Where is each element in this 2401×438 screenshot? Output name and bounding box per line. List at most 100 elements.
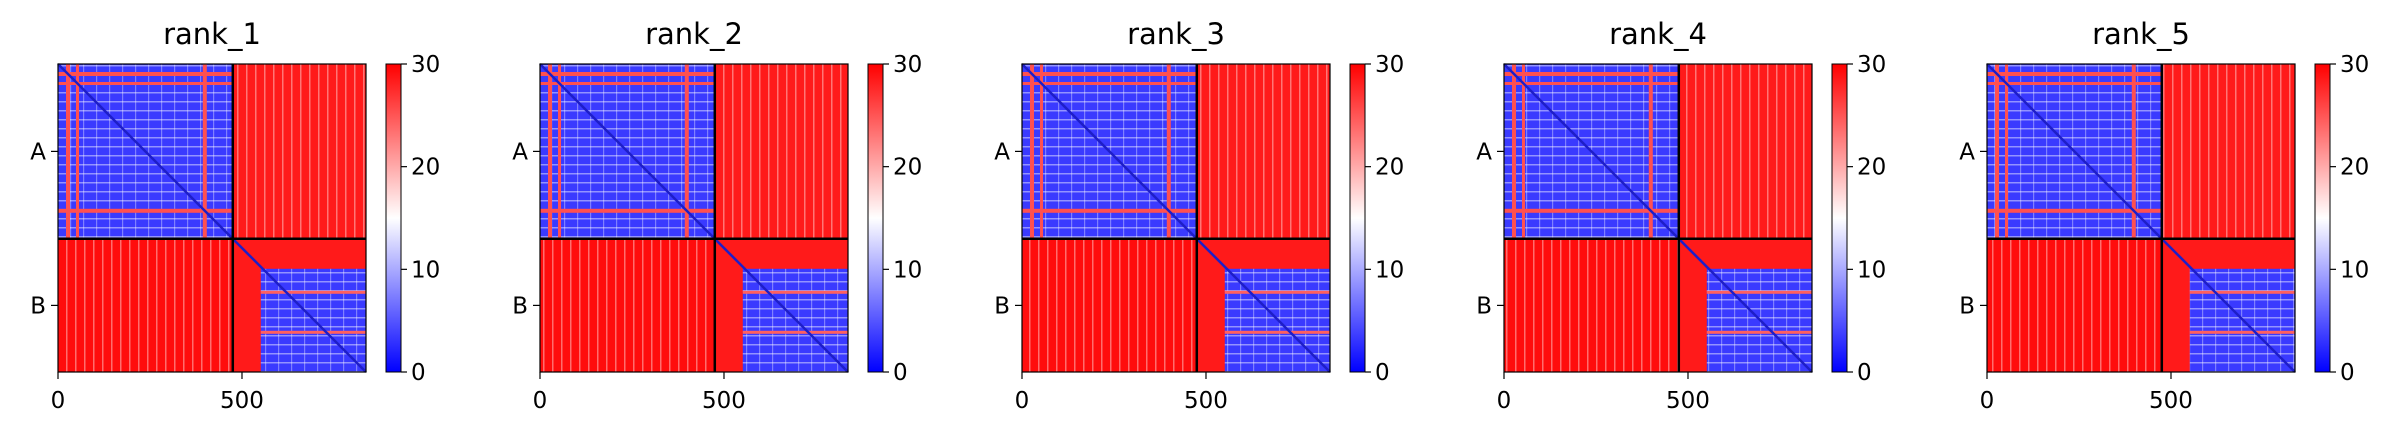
stripe-row <box>260 290 366 294</box>
stripe-row <box>1706 290 1812 294</box>
stripe-col <box>1648 64 1653 239</box>
colorbar-tick-label: 0 <box>893 360 908 386</box>
x-tick-label: 500 <box>220 388 264 414</box>
x-tick-label: 0 <box>51 388 66 414</box>
colorbar-tick-label: 0 <box>2340 360 2355 386</box>
block-a-b-texture <box>1196 64 1330 239</box>
stripe-col <box>66 64 70 239</box>
stripe-col <box>1040 64 1043 239</box>
block-b-a-texture <box>1504 238 1679 372</box>
stripe-row <box>1224 290 1330 294</box>
panel-title: rank_2 <box>645 17 743 51</box>
stripe-col <box>2005 64 2008 239</box>
pae-panel-1: rank_1 0 500 A B 0 10 20 30 <box>30 17 440 414</box>
block-a-b-texture <box>714 64 848 239</box>
pae-heatmap <box>539 63 849 373</box>
stripe-row <box>540 208 715 213</box>
stripe-row <box>58 82 233 85</box>
diagonal <box>1986 63 2296 373</box>
chain-label: B <box>1959 293 1975 319</box>
x-tick-label: 0 <box>1015 388 1030 414</box>
chain-label: A <box>994 139 1010 165</box>
colorbar-tick-label: 20 <box>893 155 922 181</box>
chain-label: A <box>30 139 46 165</box>
stripe-row <box>1504 82 1679 85</box>
stripe-col <box>1995 64 1999 239</box>
stripe-row <box>1022 72 1197 76</box>
block-a-b-texture <box>2161 64 2295 239</box>
chain-label: A <box>512 139 528 165</box>
colorbar-tick-label: 20 <box>1857 155 1886 181</box>
block-b-a-texture <box>1022 238 1197 372</box>
colorbar-tick-label: 20 <box>411 155 440 181</box>
chain-label: B <box>512 293 528 319</box>
axes-frame <box>539 63 849 373</box>
colorbar-tick-label: 30 <box>893 52 922 78</box>
colorbar <box>867 63 884 373</box>
panel-title: rank_1 <box>163 17 261 51</box>
x-tick-label: 500 <box>1666 388 1710 414</box>
panel-title: rank_3 <box>1127 17 1225 51</box>
pae-heatmap <box>1986 63 2296 373</box>
stripe-row <box>1987 72 2162 76</box>
diagonal <box>57 63 367 373</box>
pae-panel-4: rank_4 0 500 A B 0 10 20 30 <box>1476 17 1886 414</box>
stripe-row <box>1022 82 1197 85</box>
colorbar-tick-label: 10 <box>1857 257 1886 283</box>
stripe-row <box>1987 208 2162 213</box>
diagonal <box>539 63 849 373</box>
pae-heatmap <box>1503 63 1813 373</box>
stripe-col <box>1512 64 1516 239</box>
stripe-row <box>260 330 366 334</box>
colorbar-tick-label: 30 <box>1857 52 1886 78</box>
chain-label: B <box>994 293 1010 319</box>
block-b-a-texture <box>1987 238 2162 372</box>
axes-frame <box>57 63 367 373</box>
stripe-row <box>1987 82 2162 85</box>
chain-label: A <box>1476 139 1492 165</box>
colorbar-tick-label: 20 <box>2340 155 2369 181</box>
colorbar <box>385 63 402 373</box>
colorbar-tick-label: 30 <box>2340 52 2369 78</box>
colorbar-tick-label: 0 <box>1857 360 1872 386</box>
stripe-row <box>1504 72 1679 76</box>
x-tick-label: 0 <box>1980 388 1995 414</box>
block-a-b-texture <box>1678 64 1812 239</box>
colorbar <box>1831 63 1848 373</box>
stripe-row <box>540 72 715 76</box>
stripe-row <box>1022 208 1197 213</box>
chain-label: A <box>1959 139 1975 165</box>
diagonal <box>1503 63 1813 373</box>
pae-panel-2: rank_2 0 500 A B 0 10 20 30 <box>512 17 922 414</box>
stripe-col <box>1522 64 1525 239</box>
stripe-row <box>742 290 848 294</box>
stripe-row <box>2189 330 2295 334</box>
stripe-col <box>1030 64 1034 239</box>
axes-frame <box>1986 63 2296 373</box>
panel-title: rank_4 <box>1609 17 1707 51</box>
x-tick-label: 0 <box>1497 388 1512 414</box>
chain-label: B <box>1476 293 1492 319</box>
stripe-col <box>76 64 79 239</box>
axes-frame <box>1021 63 1331 373</box>
stripe-row <box>540 82 715 85</box>
stripe-col <box>1166 64 1171 239</box>
stripe-row <box>742 330 848 334</box>
colorbar <box>1349 63 1366 373</box>
colorbar <box>2314 63 2331 373</box>
colorbar-tick-label: 30 <box>1375 52 1404 78</box>
stripe-row <box>58 208 233 213</box>
stripe-row <box>1224 330 1330 334</box>
colorbar-tick-label: 20 <box>1375 155 1404 181</box>
chain-label: B <box>30 293 46 319</box>
block-a-b-texture <box>232 64 366 239</box>
stripe-row <box>58 72 233 76</box>
panel-title: rank_5 <box>2092 17 2190 51</box>
stripe-col <box>2131 64 2136 239</box>
stripe-row <box>1504 208 1679 213</box>
stripe-row <box>2189 290 2295 294</box>
axes-frame <box>1503 63 1813 373</box>
pae-panel-3: rank_3 0 500 A B 0 10 20 30 <box>994 17 1404 414</box>
colorbar-tick-label: 10 <box>411 257 440 283</box>
